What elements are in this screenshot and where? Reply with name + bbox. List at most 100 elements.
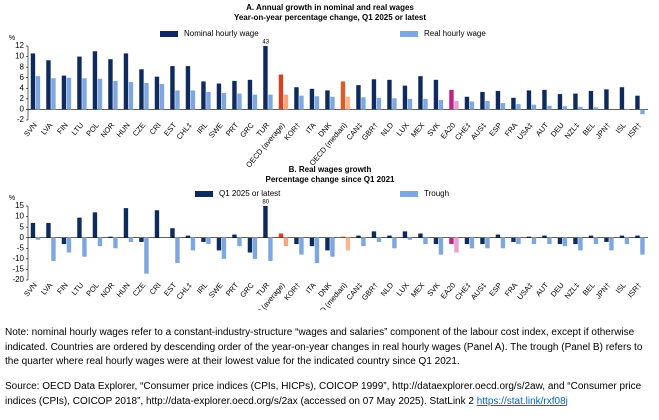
y-unit: % <box>9 35 15 42</box>
x-tick-label: AUT <box>534 280 551 298</box>
bar <box>61 75 67 110</box>
x-tick-label: LUX <box>395 121 411 138</box>
bar <box>511 97 516 110</box>
bar <box>562 237 568 247</box>
bar <box>61 237 67 245</box>
bar <box>206 91 211 110</box>
bar <box>500 237 506 249</box>
bar <box>247 237 253 253</box>
x-tick-label: GBR† <box>360 281 380 302</box>
bar <box>609 237 614 251</box>
panel-subtitle: Percentage change since Q1 2021 <box>266 175 396 184</box>
bar <box>201 237 206 242</box>
panel-title: B. Real wages growth <box>289 165 372 174</box>
bar <box>113 80 118 110</box>
x-tick-label: SVN <box>22 281 39 299</box>
x-tick-label: KOR† <box>282 121 302 142</box>
y-tick-label: 2 <box>20 94 25 103</box>
bar <box>495 90 501 110</box>
x-tick-label: USA‡ <box>515 281 534 302</box>
legend-label: Real hourly wage <box>424 29 486 38</box>
bar <box>283 94 289 110</box>
legend-label: Q1 2025 or latest <box>219 189 281 198</box>
bar <box>526 236 532 238</box>
x-tick-label: LVA <box>39 121 54 137</box>
legend-label: Trough <box>424 189 449 198</box>
bar <box>469 101 475 110</box>
bar <box>30 53 36 110</box>
x-tick-label: NLD <box>379 280 396 298</box>
x-tick-label: AUS‡ <box>469 281 488 302</box>
x-tick-label: CHL‡ <box>175 281 194 301</box>
bar <box>588 235 594 238</box>
bar <box>268 237 273 261</box>
y-tick-label: -20 <box>12 275 24 284</box>
bar <box>185 66 191 110</box>
bar <box>278 74 284 110</box>
x-tick-label: JPN† <box>594 281 613 301</box>
bar <box>237 93 242 110</box>
x-tick-label: GRC <box>238 120 256 139</box>
x-tick-label: CHL‡ <box>175 121 194 141</box>
bar <box>562 106 568 110</box>
bar <box>433 79 439 110</box>
x-tick-label: POL <box>84 121 101 138</box>
bar <box>526 90 532 110</box>
x-tick-label: SWE <box>207 121 225 140</box>
legend-swatch <box>195 191 213 197</box>
y-tick-label: 15 <box>15 201 24 210</box>
bar <box>35 237 41 240</box>
bar <box>330 96 335 110</box>
bar <box>294 237 299 245</box>
bar <box>624 108 630 110</box>
bar <box>123 208 129 238</box>
source: Source: OECD Data Explorer, “Consumer pr… <box>5 380 655 409</box>
bar <box>480 91 485 110</box>
bar <box>128 81 134 110</box>
x-tick-label: USA‡ <box>515 121 534 142</box>
bar <box>516 104 521 110</box>
y-tick-label: 5 <box>20 222 25 231</box>
x-tick-label: CRI <box>148 281 163 297</box>
legend-swatch <box>160 31 178 37</box>
bar <box>500 103 506 110</box>
statlink[interactable]: https://stat.link/rxf08j <box>476 395 568 407</box>
bar <box>66 237 72 253</box>
x-tick-label: NZL‡ <box>563 121 582 141</box>
bar <box>588 90 594 110</box>
bar <box>387 79 392 110</box>
x-tick-label: HUN <box>114 281 131 299</box>
x-tick-label: MEX <box>409 121 426 139</box>
bar <box>557 94 563 110</box>
bar <box>263 206 268 238</box>
bar <box>573 93 578 110</box>
bar <box>593 107 599 110</box>
bar <box>237 237 242 247</box>
x-tick-label: NOR <box>99 280 117 299</box>
y-tick-label: -10 <box>12 254 24 263</box>
bar <box>438 99 444 110</box>
x-tick-label: MEX <box>409 281 426 299</box>
bar <box>392 237 397 249</box>
bar <box>77 56 82 110</box>
bar <box>232 234 237 238</box>
bar <box>314 96 320 110</box>
bar <box>108 236 113 238</box>
x-tick-label: NOR <box>99 120 117 139</box>
bar <box>268 94 273 110</box>
bar <box>299 95 304 110</box>
y-tick-label: 8 <box>20 62 25 71</box>
bar <box>252 237 258 259</box>
bar <box>418 233 423 238</box>
bar <box>108 59 113 110</box>
bar <box>314 237 320 264</box>
chart: A. Annual growth in nominal and real wag… <box>9 3 648 329</box>
bar <box>418 76 423 110</box>
x-tick-label: PRT <box>224 120 241 137</box>
bar <box>619 235 625 238</box>
bar <box>139 237 144 242</box>
x-tick-label: CHE‡ <box>453 121 473 142</box>
x-tick-label: NZL‡ <box>563 281 582 301</box>
bar <box>232 80 237 110</box>
bar <box>221 93 227 110</box>
